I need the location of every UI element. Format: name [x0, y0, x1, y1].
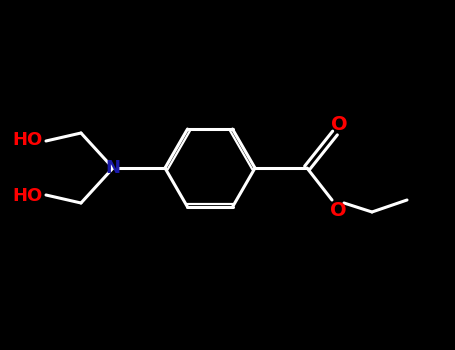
Text: O: O [331, 116, 347, 134]
Text: HO: HO [13, 187, 43, 205]
Text: N: N [106, 159, 121, 177]
Text: HO: HO [13, 131, 43, 149]
Text: O: O [330, 201, 346, 219]
